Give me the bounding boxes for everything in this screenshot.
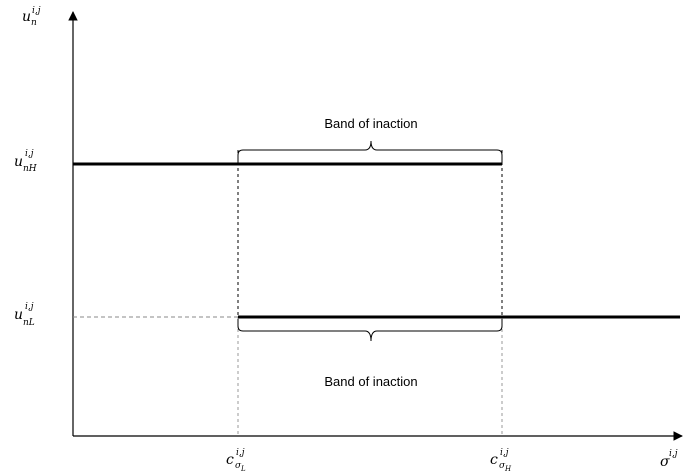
svg-text:σ: σ [499, 461, 506, 471]
svg-text:n: n [31, 18, 37, 28]
svg-text:i,j: i,j [500, 448, 509, 458]
svg-text:i,j: i,j [32, 6, 41, 16]
svg-text:σ: σ [235, 461, 242, 471]
low-level-label: u nL i,j [14, 302, 35, 328]
svg-text:c: c [226, 452, 234, 468]
svg-text:i,j: i,j [25, 149, 34, 159]
band-top-label: Band of inaction [324, 116, 417, 131]
svg-text:i,j: i,j [669, 449, 678, 459]
svg-text:H: H [504, 465, 512, 473]
high-level-label: u nH i,j [14, 149, 37, 174]
low-threshold-label: c σ L i,j [226, 448, 246, 473]
svg-text:u: u [22, 9, 31, 25]
svg-text:u: u [14, 154, 23, 170]
y-axis-label: u n i,j [22, 6, 41, 28]
x-axis-label: σ i,j [660, 449, 678, 470]
svg-text:i,j: i,j [236, 448, 245, 458]
high-threshold-label: c σ H i,j [490, 448, 512, 473]
svg-text:c: c [490, 452, 498, 468]
svg-text:L: L [240, 465, 246, 473]
band-top-brace [237, 140, 503, 162]
svg-text:nL: nL [23, 318, 35, 328]
svg-text:i,j: i,j [25, 302, 34, 312]
svg-text:u: u [14, 307, 23, 323]
svg-text:σ: σ [660, 454, 670, 470]
band-bottom-label: Band of inaction [324, 374, 417, 389]
svg-text:nH: nH [23, 164, 37, 174]
band-bottom-brace [237, 319, 503, 342]
